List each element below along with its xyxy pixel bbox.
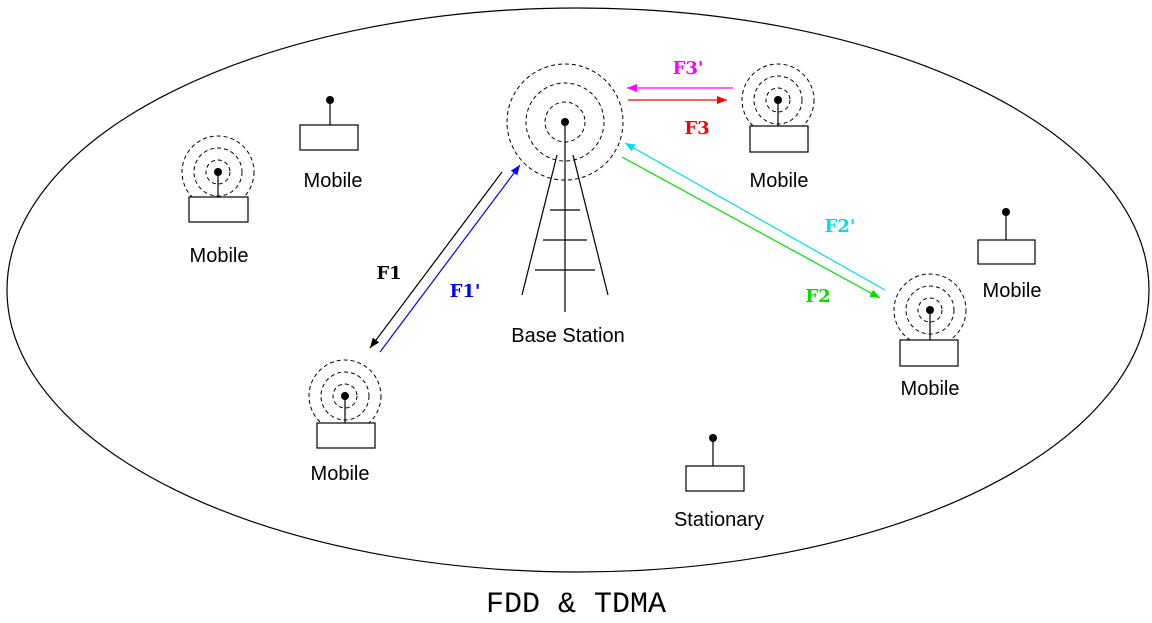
node-label: Mobile [190,245,249,267]
link-label: F1 [376,263,401,284]
mobile-idle [978,208,1035,264]
mobile-idle [300,96,358,150]
node-label: Mobile [304,170,363,192]
mobile-active [742,64,814,152]
diagram: Base Station Mobile Mobile Mobile Mobile… [0,0,1152,623]
node-label: Mobile [311,463,370,485]
cell-boundary [7,8,1149,572]
link-arrow [380,165,520,352]
link-label: F3' [673,58,704,79]
caption: FDD & TDMA [486,588,666,622]
link-label: F2' [825,216,856,237]
node-label: Mobile [750,170,809,192]
mobile-active [182,136,254,222]
link-label: F2 [805,286,830,307]
mobile-active [894,274,966,366]
node-label: Mobile [901,378,960,400]
mobile-active [309,360,381,448]
stationary-terminal [686,434,744,491]
node-label: Base Station [511,325,624,347]
base-station [507,64,623,312]
link-label: F1' [450,281,481,302]
link-arrow [370,172,502,348]
node-label: Mobile [983,280,1042,302]
link-label: F3 [684,118,709,139]
node-label: Stationary [674,509,764,531]
